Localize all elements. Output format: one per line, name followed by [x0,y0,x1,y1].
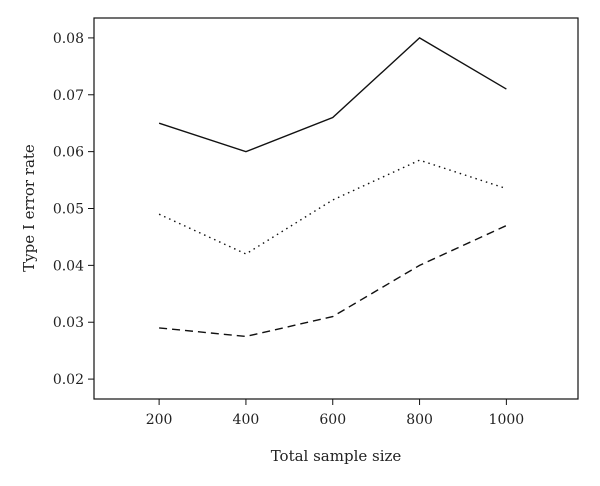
x-tick-label: 800 [406,412,433,428]
series-line-solid [158,37,507,153]
y-tick-label: 0.02 [53,372,84,388]
y-axis: 0.02 0.03 0.04 0.05 0.06 0.07 0.08 [53,31,94,388]
y-tick-label: 0.07 [53,88,84,104]
x-tick-label: 200 [146,412,173,428]
y-tick-label: 0.08 [53,31,84,47]
y-tick-label: 0.04 [53,258,84,274]
plot-frame [93,17,579,400]
series-line-dotted [158,159,507,255]
y-tick-label: 0.03 [53,315,84,331]
x-tick-label: 400 [233,412,260,428]
series-line-dashed [159,224,507,338]
y-tick-label: 0.06 [53,145,84,161]
y-tick-label: 0.05 [53,202,84,218]
x-axis-title: Total sample size [271,447,402,465]
y-axis-title: Type I error rate [20,144,38,272]
x-tick-label: 600 [319,412,346,428]
x-axis: 200 400 600 800 1000 [146,399,524,428]
x-tick-label: 1000 [489,412,525,428]
series-lines [158,37,507,338]
